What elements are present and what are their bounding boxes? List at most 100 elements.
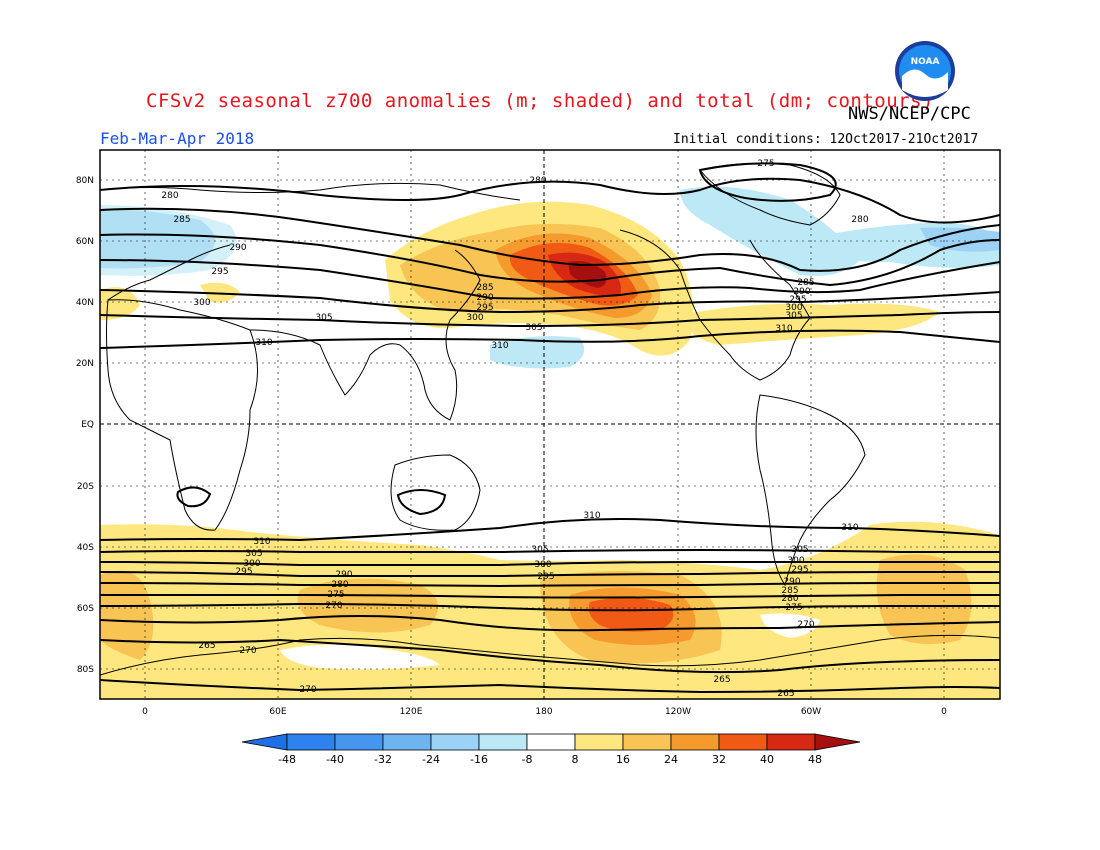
- clab-n-285: 285: [173, 215, 190, 225]
- contour-s-305: [100, 548, 1000, 554]
- clab-n-290c: 290: [793, 287, 810, 297]
- colorbar-tick-label: 24: [664, 753, 678, 766]
- anomaly-south-40: [588, 597, 674, 632]
- noaa-logo-text: NOAA: [911, 57, 940, 67]
- lon-label-180: 180: [535, 707, 552, 717]
- lon-label-120w: 120W: [665, 707, 691, 717]
- contour-s-310: [100, 518, 1000, 542]
- contour-s-265: [100, 638, 1000, 674]
- contour-s-290: [100, 581, 1000, 588]
- clab-n-310: 310: [255, 338, 272, 348]
- contour-n-310: [100, 329, 1000, 349]
- coast-asia-east: [399, 249, 481, 421]
- colorbar-swatch: [382, 733, 432, 751]
- contour-labels-south: 310 305 300 295 290 280 275 270 265 270 …: [198, 511, 858, 699]
- clab-n-300c: 300: [785, 303, 802, 313]
- lat-label-20n: 20N: [76, 359, 94, 369]
- anomaly-eur-patch: [100, 287, 140, 320]
- clab-s-265: 265: [198, 641, 215, 651]
- contour-n-285: [100, 207, 1000, 272]
- clab-s-305: 305: [245, 549, 262, 559]
- clab-s-280c: 280: [781, 594, 798, 604]
- lon-label-0: 0: [142, 707, 148, 717]
- anomaly-south-band-24: [100, 570, 154, 660]
- clab-s-295c: 295: [791, 565, 808, 575]
- lat-label-60s: 60S: [77, 604, 94, 614]
- colorbar-swatch: [286, 733, 336, 751]
- contour-s-295: [100, 570, 1000, 578]
- anomaly-south-gap: [280, 644, 440, 670]
- height-contours: [100, 162, 1000, 694]
- map-frame: [99, 149, 1001, 700]
- coast-arabia-india: [249, 329, 401, 396]
- colorbar-swatch: [334, 733, 384, 751]
- anomaly-south-gap2: [760, 613, 820, 638]
- colorbar-swatch: [718, 733, 768, 751]
- clab-s-300b: 300: [534, 560, 551, 570]
- clab-n-280c: 280: [851, 215, 868, 225]
- colorbar-arrow-right: [814, 733, 861, 751]
- contour-n-275: [698, 162, 837, 202]
- clab-n-300: 300: [193, 298, 210, 308]
- contour-n-290: [100, 233, 1000, 287]
- contour-s-300: [100, 560, 1000, 567]
- clab-n-310b: 310: [491, 341, 508, 351]
- colorbar-tick-label: -32: [374, 753, 392, 766]
- colorbar-swatch: [766, 733, 816, 751]
- clab-s-275c: 275: [785, 603, 802, 613]
- map-major-grid: [100, 150, 1000, 699]
- anomaly-atl-patch: [680, 303, 940, 345]
- noaa-logo: NOAA: [895, 41, 955, 101]
- noaa-logo-wave: [902, 69, 948, 97]
- clab-s-270b: 270: [239, 646, 256, 656]
- coast-australia: [390, 454, 481, 531]
- colorbar-tick-label: -48: [278, 753, 296, 766]
- lon-label-60w: 60W: [801, 707, 821, 717]
- clab-n-305b: 305: [525, 323, 542, 333]
- contour-africa-loop: [176, 486, 212, 508]
- lat-label-eq: EQ: [81, 420, 94, 430]
- lon-label-0b: 0: [941, 707, 947, 717]
- colorbar-swatch: [574, 733, 624, 751]
- colorbar-swatch: [478, 733, 528, 751]
- contour-labels-north: 275 280 280 280 285 290 295 300 305 310 …: [161, 159, 868, 351]
- lon-label-60e: 60E: [269, 707, 286, 717]
- coast-africa: [106, 299, 258, 531]
- contour-s-275: [100, 602, 1000, 612]
- latitude-labels: 80N 60N 40N 20N EQ 20S 40S 60S 80S: [76, 176, 94, 675]
- coast-namerica: [619, 229, 811, 381]
- colorbar-tick-label: -24: [422, 753, 440, 766]
- clab-n-305c: 305: [785, 311, 802, 321]
- colorbar-tick-label: 32: [712, 753, 726, 766]
- clab-s-305b: 305: [531, 545, 548, 555]
- page-title: CFSv2 seasonal z700 anomalies (m; shaded…: [146, 90, 934, 112]
- clab-n-280a: 280: [161, 191, 178, 201]
- lat-label-80s: 80S: [77, 665, 94, 675]
- colorbar-tick-label: -8: [522, 753, 533, 766]
- clab-s-285c: 285: [781, 586, 798, 596]
- clab-s-270c: 270: [299, 685, 316, 695]
- clab-n-300b: 300: [466, 313, 483, 323]
- colorbar-swatch: [622, 733, 672, 751]
- colorbar: -48 -40 -32 -24 -16 -8 8 16 24 32 40 48: [241, 733, 861, 766]
- coast-arctic: [100, 182, 521, 201]
- colorbar-tick-label: 8: [572, 753, 579, 766]
- coast-antarctica: [100, 634, 1000, 676]
- longitude-labels: 0 60E 120E 180 120W 60W 0: [142, 707, 947, 717]
- agency-label: NWS/NCEP/CPC: [848, 104, 971, 124]
- clab-s-290c: 290: [783, 577, 800, 587]
- contour-s-270: [100, 615, 1000, 632]
- colorbar-tick-label: 16: [616, 753, 630, 766]
- anomaly-south-24c: [876, 554, 972, 644]
- colorbar-tick-label: 40: [760, 753, 774, 766]
- coast-europe: [107, 244, 231, 301]
- clab-s-295: 295: [235, 567, 252, 577]
- clab-s-290: 290: [335, 570, 352, 580]
- contour-s-280: [100, 593, 1000, 599]
- anomaly-pac-neg: [490, 336, 585, 369]
- contour-n-295: [100, 259, 1000, 300]
- colorbar-arrow-left: [241, 733, 288, 751]
- clab-s-310: 310: [253, 537, 270, 547]
- clab-n-305: 305: [315, 313, 332, 323]
- lat-label-80n: 80N: [76, 176, 94, 186]
